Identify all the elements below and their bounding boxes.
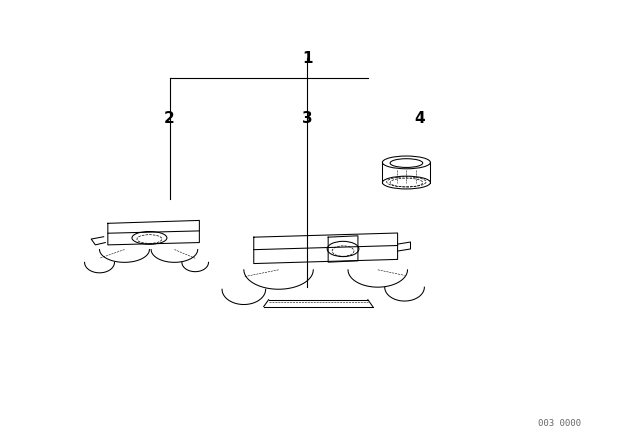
Text: 2: 2 — [164, 111, 175, 126]
Text: 3: 3 — [302, 111, 312, 126]
Text: 003 0000: 003 0000 — [538, 419, 582, 428]
Text: 4: 4 — [414, 111, 424, 126]
Text: 1: 1 — [302, 51, 312, 66]
